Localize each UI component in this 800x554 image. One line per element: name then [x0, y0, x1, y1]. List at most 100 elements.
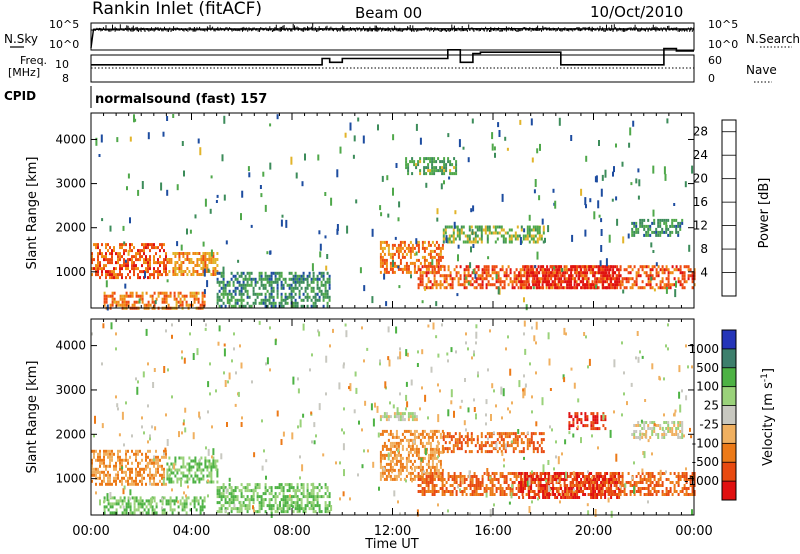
heatmap-cell: [320, 289, 323, 293]
heatmap-cell: [208, 480, 211, 484]
heatmap-cell: [469, 484, 472, 487]
heatmap-cell: [145, 291, 148, 295]
heatmap-cell: [155, 470, 157, 474]
heatmap-cell: [371, 228, 374, 237]
heatmap-cell: [605, 487, 608, 490]
heatmap-cell: [651, 274, 654, 278]
heatmap-cell: [137, 461, 139, 465]
heatmap-cell: [421, 435, 424, 439]
heatmap-cell: [574, 280, 577, 284]
heatmap-cell: [681, 221, 684, 225]
heatmap-cell: [453, 475, 456, 478]
heatmap-cell: [431, 456, 434, 460]
heatmap-cell: [427, 271, 430, 275]
heatmap-cell: [210, 258, 213, 261]
heatmap-cell: [489, 478, 492, 481]
heatmap-cell: [443, 166, 446, 170]
heatmap-cell: [248, 274, 251, 278]
heatmap-cell: [405, 465, 408, 469]
heatmap-cell: [427, 484, 430, 487]
heatmap-cell: [220, 486, 223, 490]
heatmap-cell: [427, 169, 430, 173]
heatmap-cell: [449, 169, 452, 173]
heatmap-cell: [197, 499, 200, 503]
heatmap-cell: [280, 295, 283, 299]
heatmap-cell: [143, 243, 145, 247]
heatmap-cell: [574, 265, 577, 269]
heatmap-cell: [111, 300, 114, 304]
heatmap-cell: [443, 169, 446, 173]
heatmap-cell: [665, 227, 668, 231]
heatmap-cell: [123, 264, 125, 268]
heatmap-cell: [124, 259, 127, 263]
heatmap-cell: [274, 277, 277, 281]
heatmap-cell: [576, 265, 579, 269]
heatmap-cell: [147, 261, 149, 265]
heatmap-cell: [298, 292, 301, 296]
heatmap-cell: [258, 495, 261, 499]
heatmap-cell: [453, 268, 456, 272]
heatmap-cell: [483, 277, 486, 281]
heatmap-cell: [310, 489, 313, 493]
heatmap-cell: [635, 481, 638, 484]
heatmap-cell: [101, 252, 103, 256]
heatmap-cell: [417, 286, 420, 290]
noise-strip: N.Sky 10^5 10^0 10^5 10^0 N.Search: [4, 18, 800, 51]
heatmap-cell: [570, 268, 573, 272]
heatmap-cell: [587, 493, 590, 496]
heatmap-cell: [218, 283, 221, 287]
heatmap-cell: [182, 261, 185, 264]
heatmap-cell: [491, 283, 494, 287]
heatmap-cell: [180, 456, 183, 460]
heatmap-cell: [433, 493, 436, 496]
heatmap-cell: [210, 477, 213, 481]
heatmap-cell: [292, 304, 295, 308]
heatmap-cell: [456, 225, 459, 229]
heatmap-cell: [523, 274, 526, 278]
heatmap-cell: [661, 481, 664, 484]
heatmap-cell: [474, 225, 477, 229]
heatmap-cell: [312, 277, 315, 281]
heatmap-cell: [202, 261, 205, 264]
heatmap-cell: [425, 258, 428, 262]
heatmap-cell: [119, 267, 121, 271]
heatmap-cell: [304, 286, 307, 290]
heatmap-cell: [105, 246, 107, 250]
heatmap-cell: [125, 267, 127, 271]
heatmap-cell: [139, 276, 141, 280]
heatmap-cell: [113, 249, 115, 253]
heatmap-cell: [641, 481, 644, 484]
heatmap-cell: [689, 478, 692, 481]
heatmap-cell: [139, 470, 141, 474]
heatmap-cell: [547, 225, 550, 233]
heatmap-cell: [133, 511, 136, 515]
heatmap-cell: [292, 510, 295, 514]
heatmap-cell: [95, 458, 97, 462]
heatmap-cell: [135, 264, 137, 268]
heatmap-cell: [282, 286, 285, 290]
heatmap-cell: [292, 280, 295, 284]
heatmap-cell: [645, 481, 648, 484]
heatmap-cell: [185, 505, 188, 509]
heatmap-cell: [415, 429, 418, 433]
heatmap-cell: [306, 489, 309, 493]
heatmap-cell: [385, 240, 388, 244]
heatmap-cell: [381, 261, 384, 265]
heatmap-cell: [225, 240, 228, 245]
heatmap-cell: [600, 229, 603, 236]
heatmap-cell: [498, 130, 501, 137]
heatmap-cell: [387, 246, 390, 250]
heatmap-cell: [497, 274, 500, 278]
heatmap-cell: [611, 286, 614, 290]
heatmap-cell: [452, 237, 455, 241]
heatmap-cell: [121, 482, 123, 486]
heatmap-cell: [216, 252, 219, 255]
heatmap-cell: [429, 255, 432, 259]
heatmap-cell: [685, 487, 688, 490]
heatmap-cell: [383, 429, 386, 433]
heatmap-cell: [407, 471, 410, 475]
heatmap-cell: [633, 283, 636, 287]
heatmap-cell: [143, 476, 145, 480]
heatmap-cell: [435, 490, 438, 493]
heatmap-cell: [427, 435, 430, 439]
